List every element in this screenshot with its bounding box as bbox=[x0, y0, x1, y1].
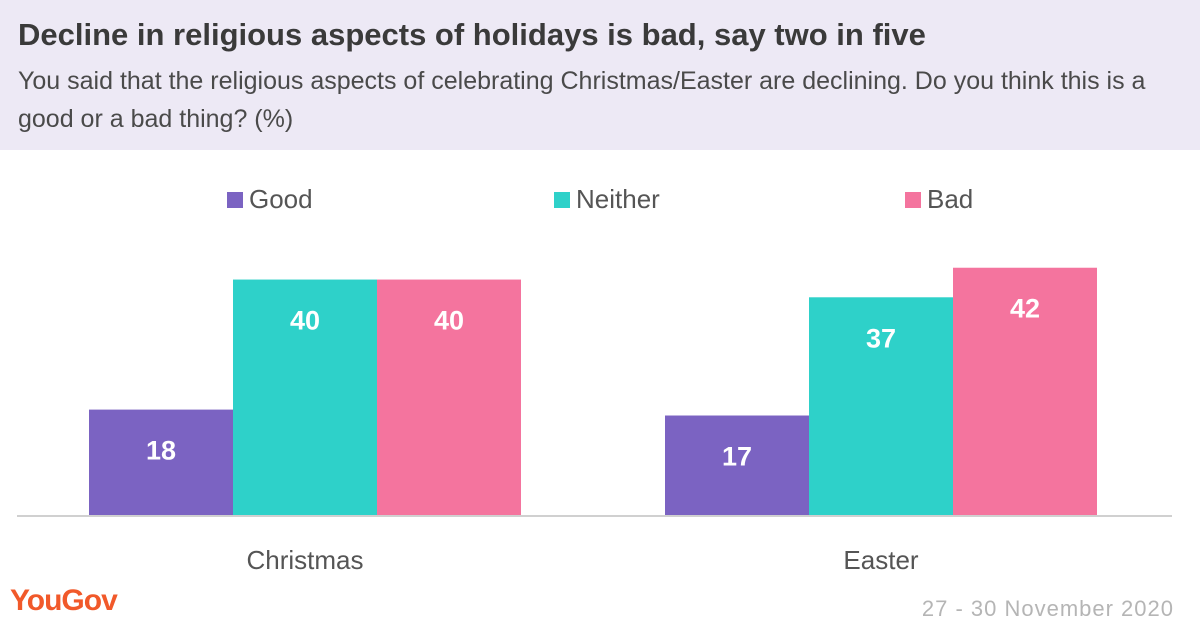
bar-good-christmas bbox=[89, 409, 233, 516]
legend-label-good: Good bbox=[249, 184, 313, 214]
bar-bad-easter bbox=[953, 267, 1097, 516]
category-label-christmas: Christmas bbox=[246, 545, 363, 575]
legend-item-bad: Bad bbox=[905, 184, 973, 215]
legend-swatch-bad bbox=[905, 191, 921, 208]
yougov-logo: YouGov bbox=[10, 584, 118, 617]
data-label-good-easter: 17 bbox=[722, 442, 752, 472]
data-label-neither-easter: 37 bbox=[866, 323, 896, 353]
chart-legend: Good Neither Bad bbox=[0, 184, 1200, 224]
bar-bad-christmas bbox=[377, 279, 521, 516]
data-label-bad-christmas: 40 bbox=[434, 306, 464, 336]
data-label-neither-christmas: 40 bbox=[290, 306, 320, 336]
legend-label-bad: Bad bbox=[927, 184, 974, 214]
chart-subtitle: You said that the religious aspects of c… bbox=[18, 67, 1146, 133]
chart-title: Decline in religious aspects of holidays… bbox=[18, 17, 926, 52]
header-banner: Decline in religious aspects of holidays… bbox=[0, 0, 1200, 150]
bar-neither-easter bbox=[809, 297, 953, 516]
legend-item-neither: Neither bbox=[554, 184, 660, 215]
category-label-easter: Easter bbox=[843, 545, 918, 575]
data-label-good-christmas: 18 bbox=[146, 436, 176, 466]
legend-item-good: Good bbox=[227, 184, 313, 215]
legend-swatch-good bbox=[227, 191, 243, 208]
bar-neither-christmas bbox=[233, 279, 377, 516]
legend-label-neither: Neither bbox=[576, 184, 660, 214]
bar-good-easter bbox=[665, 415, 809, 516]
legend-swatch-neither bbox=[554, 191, 570, 208]
data-label-bad-easter: 42 bbox=[1010, 294, 1040, 324]
survey-date: 27 - 30 November 2020 bbox=[921, 596, 1174, 621]
